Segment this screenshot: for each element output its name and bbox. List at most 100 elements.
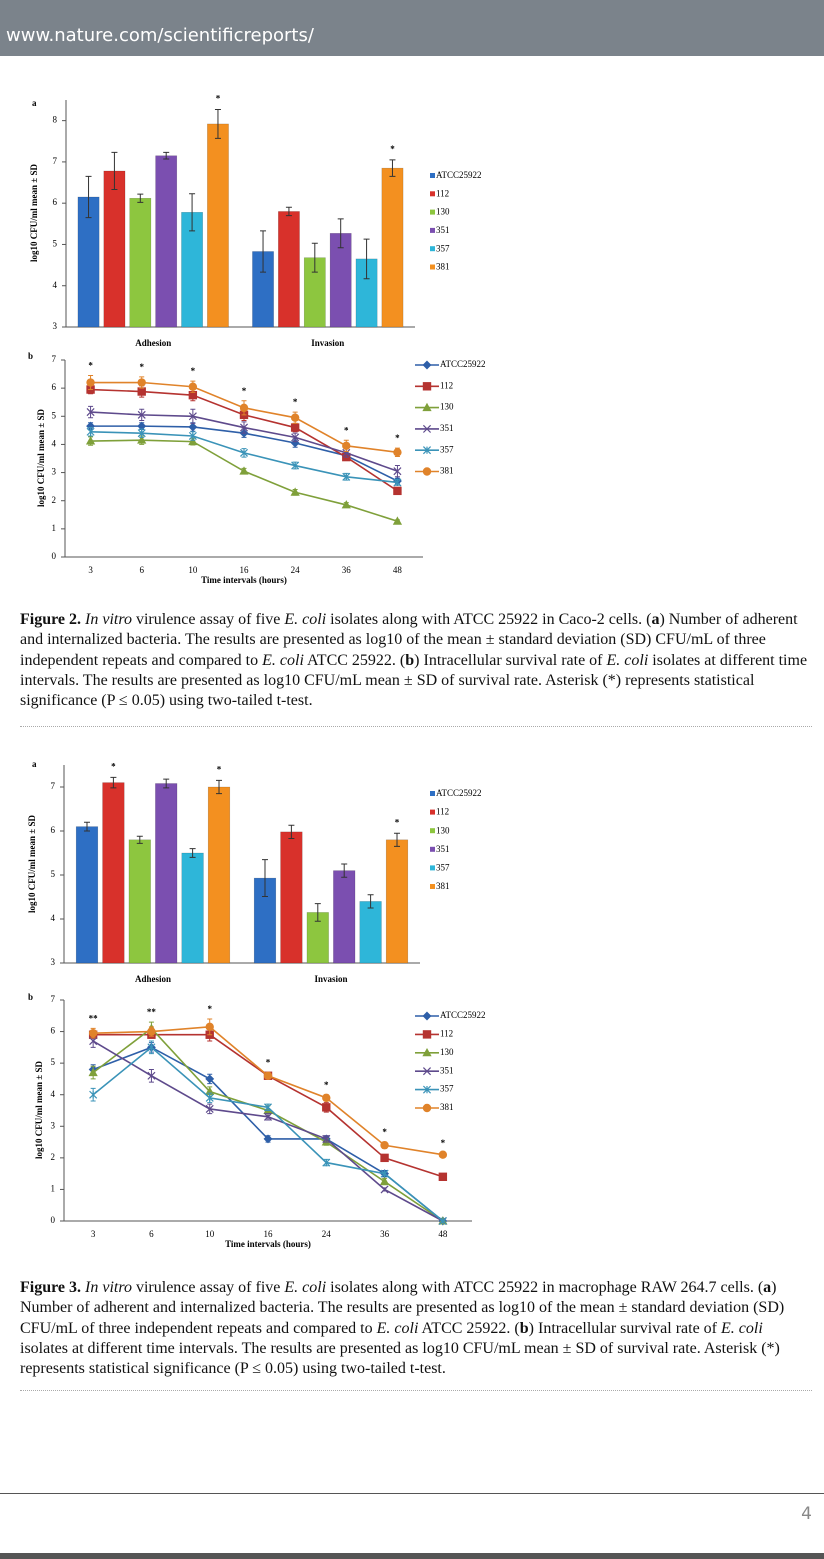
significance-mark: * <box>88 361 93 371</box>
significance-mark: * <box>344 425 349 435</box>
y-axis-label: log10 CFU/ml mean ± SD <box>27 815 37 913</box>
x-tick-label: 6 <box>149 1229 154 1239</box>
error-bar <box>110 776 117 789</box>
error-bar <box>189 848 196 858</box>
data-point <box>147 1071 156 1080</box>
legend-label: 351 <box>440 1065 454 1075</box>
error-bar <box>314 903 321 922</box>
bar <box>385 839 409 964</box>
error-bar <box>163 778 170 789</box>
x-tick-label: 24 <box>291 565 301 575</box>
legend-label: 381 <box>436 881 450 891</box>
x-tick-label: 48 <box>393 565 403 575</box>
legend-swatch <box>430 264 435 270</box>
error-bar <box>311 242 318 273</box>
caption-text: b <box>519 1319 529 1337</box>
header-url: www.nature.com/scientificreports/ <box>6 25 314 46</box>
caption-text: ATCC 25922. ( <box>307 651 406 669</box>
data-point <box>205 1104 214 1113</box>
y-tick-label: 7 <box>52 354 57 364</box>
y-tick-label: 4 <box>51 913 56 923</box>
error-bar <box>337 218 344 249</box>
data-point <box>137 378 146 387</box>
panel-label: a <box>32 759 37 769</box>
legend-swatch <box>430 246 435 252</box>
error-bar <box>137 193 144 203</box>
caption-text: ) Number of adherent and internalized ba… <box>20 1279 785 1337</box>
bar <box>155 155 178 328</box>
y-tick-label: 6 <box>52 382 57 392</box>
y-tick-label: 3 <box>53 321 58 331</box>
x-axis-label: Time intervals (hours) <box>225 1239 311 1249</box>
legend-label: ATCC25922 <box>436 788 482 798</box>
data-point <box>137 435 147 444</box>
data-point <box>263 1071 273 1080</box>
error-bar <box>136 835 143 844</box>
legend-swatch <box>430 791 435 796</box>
bar <box>103 170 126 328</box>
data-point <box>239 403 249 413</box>
significance-mark: * <box>441 1138 446 1148</box>
significance-mark: * <box>266 1058 271 1068</box>
caption-text: E. coli <box>284 611 327 628</box>
data-point <box>438 1150 448 1159</box>
error-bar <box>394 832 401 847</box>
x-tick-label: 6 <box>139 565 144 575</box>
bar <box>381 167 404 328</box>
data-point <box>291 461 300 470</box>
footer-bar <box>0 1553 824 1559</box>
caption-text: E. coli <box>606 651 649 669</box>
bar <box>155 783 178 964</box>
y-tick-label: 7 <box>51 994 56 1004</box>
data-point <box>239 423 249 432</box>
figure-caption: Figure 2. In vitro virulence assay of fi… <box>20 610 812 711</box>
legend-marker <box>422 424 432 433</box>
error-bar <box>214 108 221 139</box>
y-tick-label: 2 <box>51 1152 56 1162</box>
error-bar <box>288 824 295 839</box>
y-axis-label: log10 CFU/ml mean ± SD <box>34 1061 44 1159</box>
y-tick-label: 3 <box>51 1120 56 1130</box>
bar <box>129 197 152 328</box>
significance-mark: * <box>242 386 247 396</box>
legend-label: 130 <box>436 207 450 217</box>
significance-mark: * <box>216 94 221 104</box>
data-point <box>342 441 351 451</box>
figure-caption: Figure 3. In vitro virulence assay of fi… <box>20 1278 812 1379</box>
bar <box>128 839 151 964</box>
legend-label: 357 <box>436 862 450 872</box>
data-point <box>290 413 300 422</box>
caption-text: isolates along with ATCC 25922 in Caco-2… <box>330 611 652 628</box>
data-point <box>322 1093 331 1103</box>
data-point <box>380 1169 389 1178</box>
error-bar <box>260 230 267 273</box>
bar <box>280 831 303 964</box>
footer-rule <box>0 1493 824 1494</box>
legend-marker <box>422 360 432 370</box>
y-tick-label: 4 <box>52 438 57 448</box>
significance-mark: * <box>324 1080 329 1090</box>
data-point <box>379 1176 390 1186</box>
data-point <box>290 423 300 432</box>
data-point <box>86 427 95 436</box>
legend-label: 112 <box>440 380 453 390</box>
legend-marker <box>422 467 432 476</box>
legend-label: 112 <box>436 188 449 198</box>
data-point <box>263 1134 273 1144</box>
legend-swatch <box>430 865 435 871</box>
legend-label: 381 <box>440 1102 454 1112</box>
series-line <box>92 1040 444 1222</box>
data-point <box>188 422 198 432</box>
separator <box>20 726 812 727</box>
caption-text: In vitro <box>85 1279 132 1296</box>
legend-label: ATCC25922 <box>436 170 482 180</box>
legend-label: 351 <box>436 844 450 854</box>
bar <box>207 123 229 328</box>
data-point <box>188 436 198 446</box>
caption-label: Figure 2. <box>20 611 82 628</box>
error-bar <box>216 779 223 795</box>
data-point <box>85 436 96 445</box>
legend-label: 357 <box>440 1084 454 1094</box>
data-point <box>239 448 249 457</box>
